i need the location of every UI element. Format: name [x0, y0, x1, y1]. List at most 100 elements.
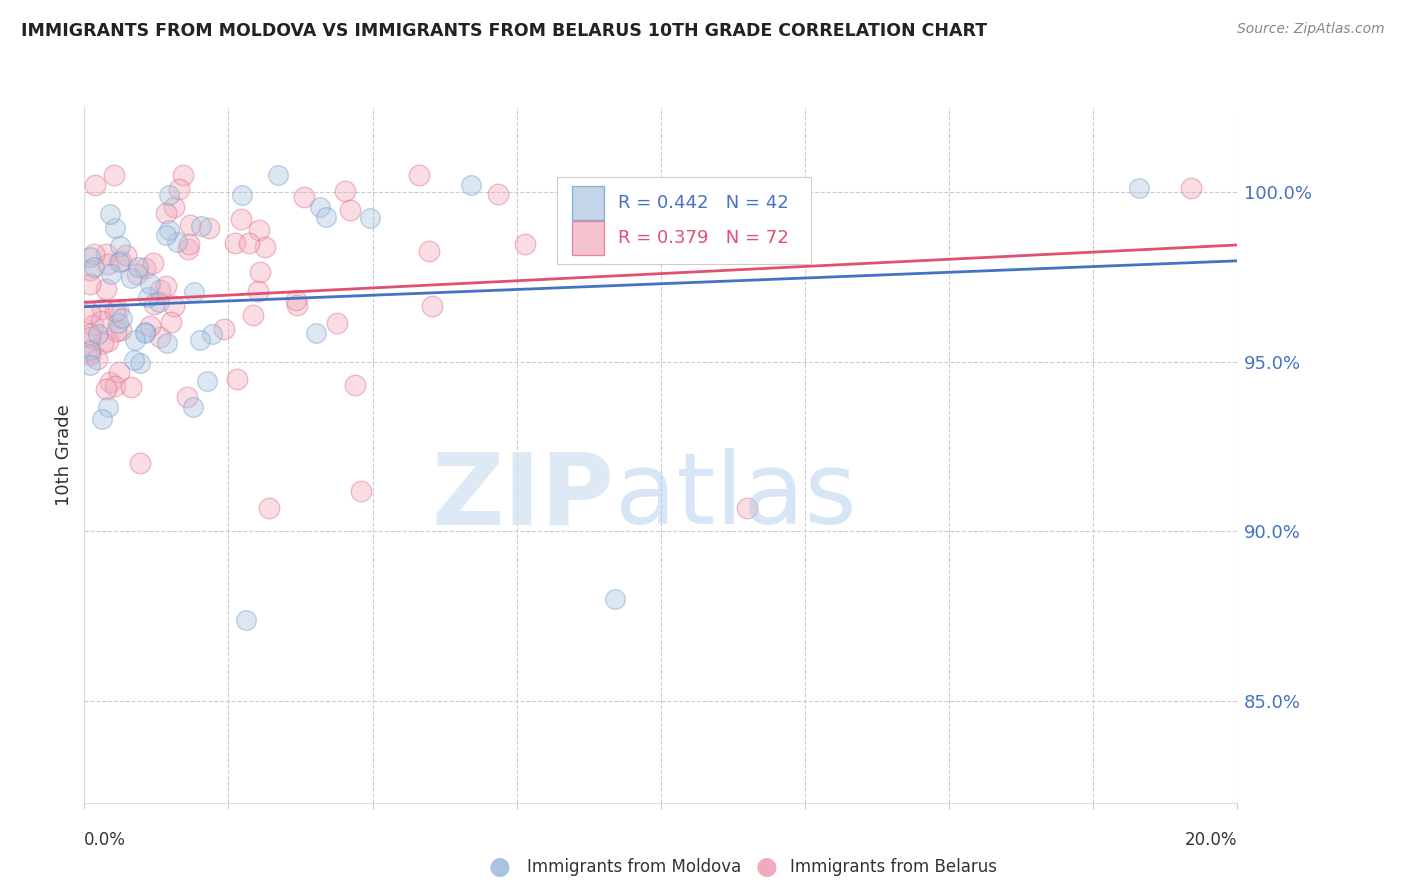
Point: [79, 330, 101, 344]
Point: [326, 316, 349, 330]
Y-axis label: 10th Grade: 10th Grade: [55, 404, 73, 506]
Point: [100, 207, 122, 221]
Point: [157, 187, 180, 202]
Point: [172, 168, 194, 182]
Point: [157, 223, 180, 237]
Point: [139, 277, 162, 292]
Point: [79, 263, 101, 277]
Text: ●: ●: [755, 855, 778, 879]
Point: [107, 316, 129, 330]
Point: [350, 483, 373, 498]
Point: [79, 306, 101, 320]
Text: R = 0.442   N = 42: R = 0.442 N = 42: [619, 194, 789, 212]
Point: [139, 319, 162, 334]
Point: [224, 235, 246, 250]
Point: [110, 253, 132, 268]
Point: [156, 336, 179, 351]
Point: [100, 267, 122, 281]
Point: [149, 283, 172, 297]
FancyBboxPatch shape: [557, 177, 811, 263]
Point: [87, 327, 110, 342]
Point: [134, 326, 156, 340]
Point: [513, 237, 536, 252]
Point: [142, 297, 165, 311]
Point: [179, 219, 201, 233]
Text: IMMIGRANTS FROM MOLDOVA VS IMMIGRANTS FROM BELARUS 10TH GRADE CORRELATION CHART: IMMIGRANTS FROM MOLDOVA VS IMMIGRANTS FR…: [21, 22, 987, 40]
Point: [128, 260, 150, 274]
Point: [124, 333, 146, 347]
Point: [315, 210, 337, 224]
Text: Source: ZipAtlas.com: Source: ZipAtlas.com: [1237, 22, 1385, 37]
Point: [198, 221, 221, 235]
Point: [486, 186, 509, 201]
Point: [169, 182, 191, 196]
Point: [79, 326, 101, 341]
Point: [136, 290, 159, 304]
Point: [166, 235, 188, 250]
Point: [226, 372, 249, 386]
Point: [285, 293, 308, 307]
Point: [105, 324, 128, 338]
Point: [79, 277, 101, 291]
Point: [122, 352, 145, 367]
Point: [1180, 181, 1202, 195]
Point: [114, 248, 136, 262]
Point: [305, 326, 328, 340]
Point: [79, 343, 101, 358]
Point: [120, 270, 142, 285]
Point: [177, 243, 200, 257]
Point: [89, 314, 111, 328]
Point: [418, 244, 440, 258]
Text: ●: ●: [488, 855, 510, 879]
FancyBboxPatch shape: [572, 221, 605, 254]
Point: [142, 255, 165, 269]
FancyBboxPatch shape: [572, 186, 605, 219]
Point: [108, 239, 131, 253]
Point: [155, 278, 177, 293]
Point: [257, 500, 280, 515]
Point: [408, 168, 430, 182]
Point: [91, 336, 114, 351]
Point: [111, 310, 134, 325]
Point: [91, 301, 114, 316]
Point: [231, 188, 253, 202]
Point: [235, 613, 257, 627]
Point: [285, 298, 308, 312]
Point: [120, 380, 142, 394]
Point: [104, 304, 127, 318]
Point: [79, 359, 101, 373]
Point: [94, 282, 117, 296]
Point: [460, 178, 482, 192]
Point: [249, 265, 271, 279]
Point: [1128, 181, 1150, 195]
Point: [238, 235, 260, 250]
Point: [246, 284, 269, 298]
Text: 20.0%: 20.0%: [1185, 830, 1237, 848]
Point: [183, 285, 205, 299]
Text: Immigrants from Belarus: Immigrants from Belarus: [790, 858, 997, 876]
Point: [83, 260, 105, 274]
Text: Immigrants from Moldova: Immigrants from Moldova: [527, 858, 741, 876]
Point: [107, 303, 129, 318]
Point: [420, 299, 443, 313]
Point: [188, 333, 211, 347]
Point: [190, 219, 212, 233]
Point: [176, 390, 198, 404]
Point: [82, 318, 104, 333]
Point: [108, 254, 131, 268]
Point: [155, 228, 177, 243]
Point: [94, 247, 117, 261]
Point: [267, 168, 290, 182]
Point: [104, 220, 127, 235]
Point: [104, 378, 127, 392]
Point: [79, 345, 101, 359]
Point: [308, 200, 330, 214]
Point: [134, 260, 156, 275]
Point: [292, 190, 315, 204]
Point: [247, 223, 270, 237]
Point: [91, 411, 114, 425]
Point: [134, 325, 156, 339]
Point: [97, 257, 120, 271]
Point: [231, 211, 253, 226]
Point: [339, 202, 361, 217]
